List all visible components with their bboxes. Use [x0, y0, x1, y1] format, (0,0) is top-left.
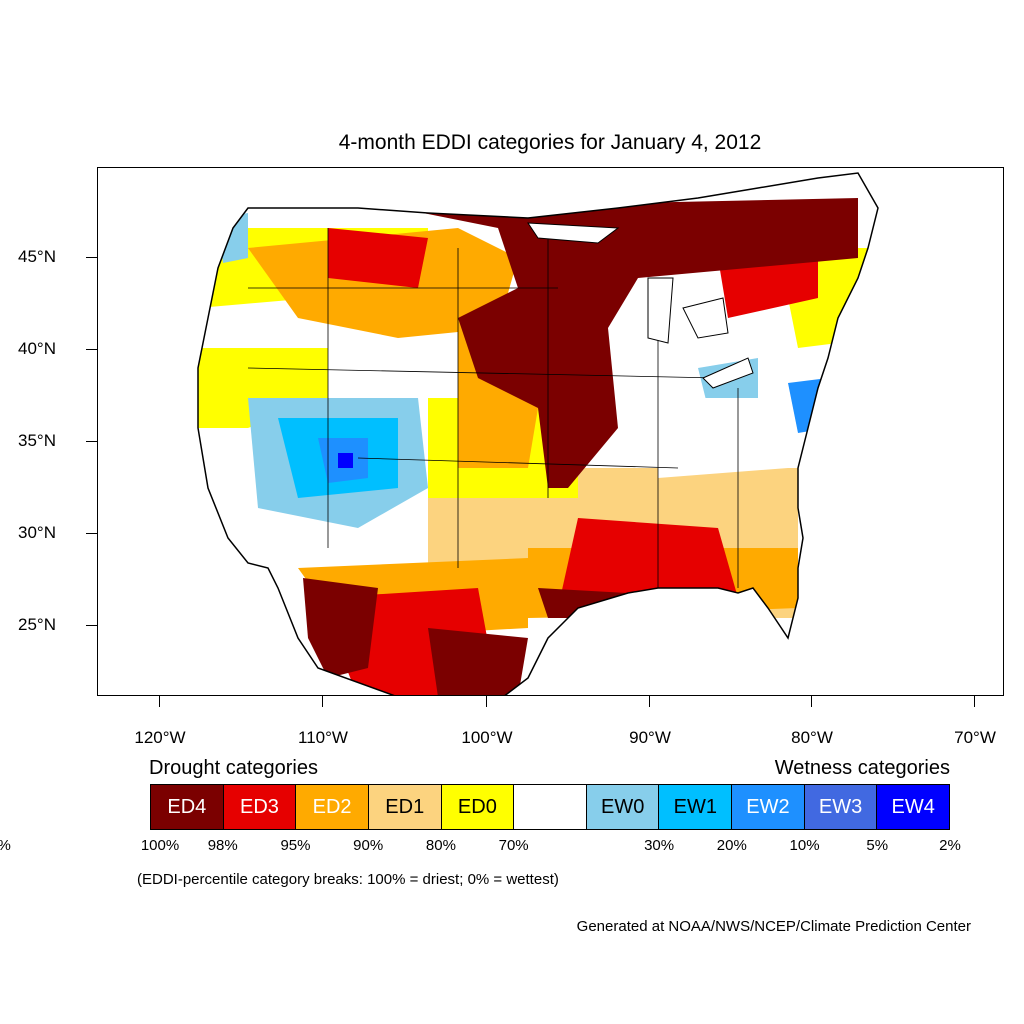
- lat-label-30: 30°N: [18, 523, 56, 542]
- break-label: 2%: [939, 837, 961, 854]
- lon-label-100: 100°W: [461, 728, 513, 747]
- lon-label-120: 120°W: [134, 728, 186, 747]
- conus-outline: [197, 172, 879, 695]
- break-label: 20%: [716, 837, 747, 854]
- lat-tick: [86, 533, 97, 534]
- drought-categories-heading: Drought categories: [149, 757, 318, 779]
- break-label: 95%: [280, 837, 311, 854]
- lon-label-80: 80°W: [791, 728, 833, 747]
- lat-tick: [86, 625, 97, 626]
- lon-tick: [159, 696, 160, 707]
- legend-box-ed0: ED0: [440, 785, 514, 829]
- break-label: 80%: [425, 837, 456, 854]
- lon-tick: [974, 696, 975, 707]
- category-note: (EDDI-percentile category breaks: 100% =…: [137, 871, 559, 888]
- legend-box-ew2: EW2: [731, 785, 804, 829]
- lat-label-40: 40°N: [18, 339, 56, 358]
- lon-tick: [649, 696, 650, 707]
- break-label: 5%: [866, 837, 889, 854]
- break-label: 70%: [498, 837, 529, 854]
- wetness-categories-heading: Wetness categories: [774, 757, 950, 779]
- legend-box-ed2: ED2: [295, 785, 368, 829]
- category-legend: ED4 ED3 ED2 ED1 ED0 EW0 EW1 EW2 EW3 EW4: [150, 784, 950, 830]
- map-title: 4-month EDDI categories for January 4, 2…: [338, 131, 762, 154]
- legend-box-near-normal: [513, 785, 586, 829]
- eddi-map: [97, 167, 1004, 696]
- great-lakes: [527, 222, 754, 389]
- break-label: 10%: [789, 837, 820, 854]
- lat-tick: [86, 257, 97, 258]
- credit-text: Generated at NOAA/NWS/NCEP/Climate Predi…: [576, 918, 971, 935]
- legend-box-ed3: ED3: [222, 785, 296, 829]
- break-label: 30%: [644, 837, 675, 854]
- legend-box-ew4: EW4: [876, 785, 950, 829]
- break-label: 98%: [207, 837, 238, 854]
- lon-tick: [811, 696, 812, 707]
- lat-label-25: 25°N: [18, 615, 56, 634]
- lon-label-90: 90°W: [629, 728, 671, 747]
- lon-tick: [486, 696, 487, 707]
- lat-label-45: 45°N: [18, 247, 56, 266]
- break-label: 0%: [0, 837, 11, 854]
- conus-map-svg: [197, 172, 879, 695]
- legend-box-ew3: EW3: [803, 785, 877, 829]
- break-label: 100%: [140, 837, 180, 854]
- legend-box-ed1: ED1: [367, 785, 441, 829]
- legend-box-ed4: ED4: [151, 785, 223, 829]
- lat-label-35: 35°N: [18, 431, 56, 450]
- lon-tick: [322, 696, 323, 707]
- lat-tick: [86, 441, 97, 442]
- legend-box-ew1: EW1: [658, 785, 732, 829]
- lon-label-70: 70°W: [954, 728, 996, 747]
- legend-box-ew0: EW0: [585, 785, 659, 829]
- lat-tick: [86, 349, 97, 350]
- lon-label-110: 110°W: [298, 728, 348, 747]
- break-label: 90%: [353, 837, 384, 854]
